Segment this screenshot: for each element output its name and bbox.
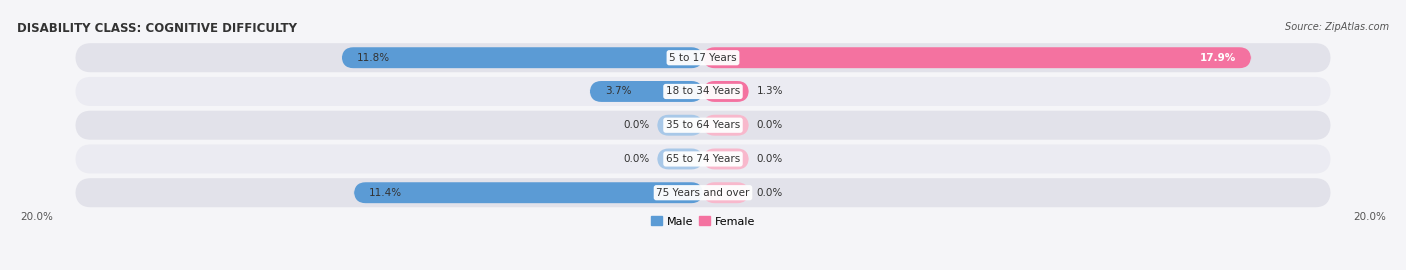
Text: 18 to 34 Years: 18 to 34 Years bbox=[666, 86, 740, 96]
Text: 0.0%: 0.0% bbox=[756, 120, 783, 130]
Text: 3.7%: 3.7% bbox=[605, 86, 631, 96]
FancyBboxPatch shape bbox=[703, 148, 749, 170]
Text: 0.0%: 0.0% bbox=[756, 154, 783, 164]
Text: Source: ZipAtlas.com: Source: ZipAtlas.com bbox=[1285, 22, 1389, 32]
FancyBboxPatch shape bbox=[76, 43, 1330, 72]
FancyBboxPatch shape bbox=[76, 178, 1330, 207]
Text: 17.9%: 17.9% bbox=[1199, 53, 1236, 63]
Text: 20.0%: 20.0% bbox=[20, 212, 53, 222]
FancyBboxPatch shape bbox=[703, 47, 1251, 68]
Text: 11.4%: 11.4% bbox=[370, 188, 402, 198]
FancyBboxPatch shape bbox=[76, 77, 1330, 106]
FancyBboxPatch shape bbox=[76, 111, 1330, 140]
Text: 1.3%: 1.3% bbox=[756, 86, 783, 96]
Text: 0.0%: 0.0% bbox=[756, 188, 783, 198]
Legend: Male, Female: Male, Female bbox=[647, 212, 759, 231]
FancyBboxPatch shape bbox=[76, 144, 1330, 173]
FancyBboxPatch shape bbox=[703, 182, 749, 203]
FancyBboxPatch shape bbox=[354, 182, 703, 203]
Text: DISABILITY CLASS: COGNITIVE DIFFICULTY: DISABILITY CLASS: COGNITIVE DIFFICULTY bbox=[17, 22, 297, 35]
Text: 11.8%: 11.8% bbox=[357, 53, 389, 63]
Text: 20.0%: 20.0% bbox=[1353, 212, 1386, 222]
Text: 75 Years and over: 75 Years and over bbox=[657, 188, 749, 198]
Text: 5 to 17 Years: 5 to 17 Years bbox=[669, 53, 737, 63]
Text: 0.0%: 0.0% bbox=[623, 154, 650, 164]
Text: 0.0%: 0.0% bbox=[623, 120, 650, 130]
FancyBboxPatch shape bbox=[342, 47, 703, 68]
FancyBboxPatch shape bbox=[657, 115, 703, 136]
FancyBboxPatch shape bbox=[589, 81, 703, 102]
FancyBboxPatch shape bbox=[657, 148, 703, 170]
FancyBboxPatch shape bbox=[703, 115, 749, 136]
Text: 65 to 74 Years: 65 to 74 Years bbox=[666, 154, 740, 164]
Text: 35 to 64 Years: 35 to 64 Years bbox=[666, 120, 740, 130]
FancyBboxPatch shape bbox=[703, 81, 749, 102]
